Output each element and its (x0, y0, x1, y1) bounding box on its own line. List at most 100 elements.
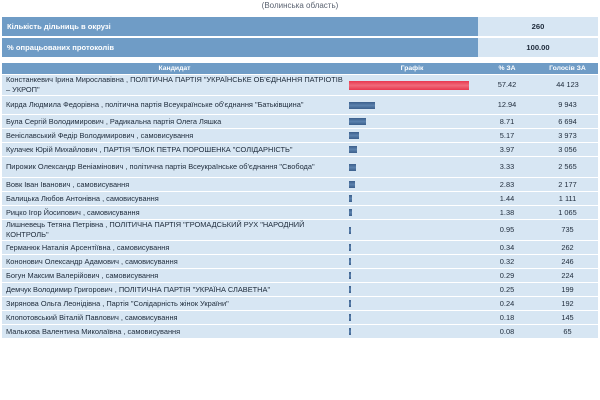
summary-value: 100.00 (478, 38, 598, 57)
graph-cell (347, 241, 477, 254)
results-table: Кандидат Графік % ЗА Голосів ЗА Констанк… (2, 62, 598, 339)
column-header-graph: Графік (347, 63, 477, 74)
graph-cell (347, 157, 477, 177)
graph-cell (347, 129, 477, 142)
candidate-cell: Веніславський Федір Володимирович , само… (2, 129, 347, 142)
graph-cell (347, 75, 477, 95)
summary-label: Кількість дільниць в окрузі (2, 17, 478, 36)
vote-share-bar (349, 146, 357, 153)
votes-cell: 145 (537, 311, 598, 324)
summary-table: Кількість дільниць в окрузі 260 % опраць… (2, 15, 598, 59)
votes-cell: 735 (537, 220, 598, 240)
graph-cell (347, 311, 477, 324)
table-row: Кулачек Юрій Михайлович , ПАРТІЯ "БЛОК П… (2, 143, 598, 156)
votes-cell: 9 943 (537, 96, 598, 114)
table-row: Богун Максим Валерійович , самовисування… (2, 269, 598, 282)
votes-cell: 262 (537, 241, 598, 254)
table-row: Зирянова Ольга Леонідівна , Партія "Солі… (2, 297, 598, 310)
percent-cell: 0.08 (477, 325, 537, 338)
candidate-cell: Клопотовський Віталій Павлович , самовис… (2, 311, 347, 324)
summary-row-protocols: % опрацьованих протоколів 100.00 (2, 38, 598, 57)
table-row: Кононович Олександр Адамович , самовисув… (2, 255, 598, 268)
table-row: Демчук Володимир Григорович , ПОЛІТИЧНА … (2, 283, 598, 296)
votes-cell: 3 056 (537, 143, 598, 156)
graph-cell (347, 115, 477, 128)
vote-share-bar (349, 80, 469, 90)
candidate-cell: Кулачек Юрій Михайлович , ПАРТІЯ "БЛОК П… (2, 143, 347, 156)
percent-cell: 3.33 (477, 157, 537, 177)
vote-share-bar (349, 101, 375, 109)
graph-cell (347, 143, 477, 156)
column-header-candidate[interactable]: Кандидат (2, 63, 347, 74)
votes-cell: 224 (537, 269, 598, 282)
percent-cell: 0.29 (477, 269, 537, 282)
vote-share-bar (349, 314, 351, 321)
votes-cell: 199 (537, 283, 598, 296)
vote-share-bar (349, 209, 352, 216)
percent-cell: 0.32 (477, 255, 537, 268)
candidate-cell: Кирда Людмила Федорівна , політична парт… (2, 96, 347, 114)
vote-share-bar (349, 272, 351, 279)
graph-cell (347, 206, 477, 219)
percent-cell: 1.44 (477, 192, 537, 205)
percent-cell: 0.25 (477, 283, 537, 296)
region-label: (Волинська область) (261, 1, 339, 10)
percent-cell: 12.94 (477, 96, 537, 114)
table-row: Балицька Любов Антонівна , самовисування… (2, 192, 598, 205)
candidate-cell: Констанкевич Ірина Мирославівна , ПОЛІТИ… (2, 75, 347, 95)
graph-cell (347, 297, 477, 310)
vote-share-bar (349, 286, 351, 293)
graph-cell (347, 283, 477, 296)
percent-cell: 0.34 (477, 241, 537, 254)
candidate-cell: Пирожик Олександр Веніамінович , політич… (2, 157, 347, 177)
vote-share-bar (349, 328, 351, 335)
vote-share-bar (349, 226, 351, 234)
graph-cell (347, 325, 477, 338)
table-row: Рицко Ігор Йосипович , самовисування 1.38… (2, 206, 598, 219)
table-row: Малькова Валентина Миколаївна , самовису… (2, 325, 598, 338)
candidate-cell: Вовк Іван Іванович , самовисування (2, 178, 347, 191)
percent-cell: 8.71 (477, 115, 537, 128)
table-row: Германюк Наталія Арсентіївна , самовисув… (2, 241, 598, 254)
percent-cell: 57.42 (477, 75, 537, 95)
votes-cell: 2 565 (537, 157, 598, 177)
candidate-cell: Демчук Володимир Григорович , ПОЛІТИЧНА … (2, 283, 347, 296)
table-row: Веніславський Федір Володимирович , само… (2, 129, 598, 142)
summary-row-stations: Кількість дільниць в окрузі 260 (2, 17, 598, 36)
votes-cell: 246 (537, 255, 598, 268)
table-row: Вовк Іван Іванович , самовисування 2.83 2 … (2, 178, 598, 191)
column-header-percent[interactable]: % ЗА (477, 63, 537, 74)
votes-cell: 44 123 (537, 75, 598, 95)
votes-cell: 1 111 (537, 192, 598, 205)
percent-cell: 3.97 (477, 143, 537, 156)
percent-cell: 5.17 (477, 129, 537, 142)
vote-share-bar (349, 195, 352, 202)
vote-share-bar (349, 118, 367, 125)
percent-cell: 0.24 (477, 297, 537, 310)
candidate-cell: Балицька Любов Антонівна , самовисування (2, 192, 347, 205)
summary-value: 260 (478, 17, 598, 36)
votes-cell: 3 973 (537, 129, 598, 142)
candidate-cell: Лишневець Тетяна Петрівна , ПОЛІТИЧНА ПА… (2, 220, 347, 240)
votes-cell: 1 065 (537, 206, 598, 219)
graph-cell (347, 220, 477, 240)
candidate-cell: Германюк Наталія Арсентіївна , самовисув… (2, 241, 347, 254)
table-row: Клопотовський Віталій Павлович , самовис… (2, 311, 598, 324)
percent-cell: 1.38 (477, 206, 537, 219)
candidate-cell: Була Сергій Володимирович , Радикальна п… (2, 115, 347, 128)
results-body: Констанкевич Ірина Мирославівна , ПОЛІТИ… (2, 75, 598, 338)
percent-cell: 2.83 (477, 178, 537, 191)
votes-cell: 192 (537, 297, 598, 310)
results-header-row: Кандидат Графік % ЗА Голосів ЗА (2, 63, 598, 74)
summary-label: % опрацьованих протоколів (2, 38, 478, 57)
graph-cell (347, 96, 477, 114)
candidate-cell: Кононович Олександр Адамович , самовисув… (2, 255, 347, 268)
column-header-votes[interactable]: Голосів ЗА (537, 63, 598, 74)
vote-share-bar (349, 163, 356, 171)
percent-cell: 0.95 (477, 220, 537, 240)
vote-share-bar (349, 181, 355, 188)
table-row: Кирда Людмила Федорівна , політична парт… (2, 96, 598, 114)
candidate-cell: Малькова Валентина Миколаївна , самовису… (2, 325, 347, 338)
graph-cell (347, 178, 477, 191)
candidate-cell: Рицко Ігор Йосипович , самовисування (2, 206, 347, 219)
